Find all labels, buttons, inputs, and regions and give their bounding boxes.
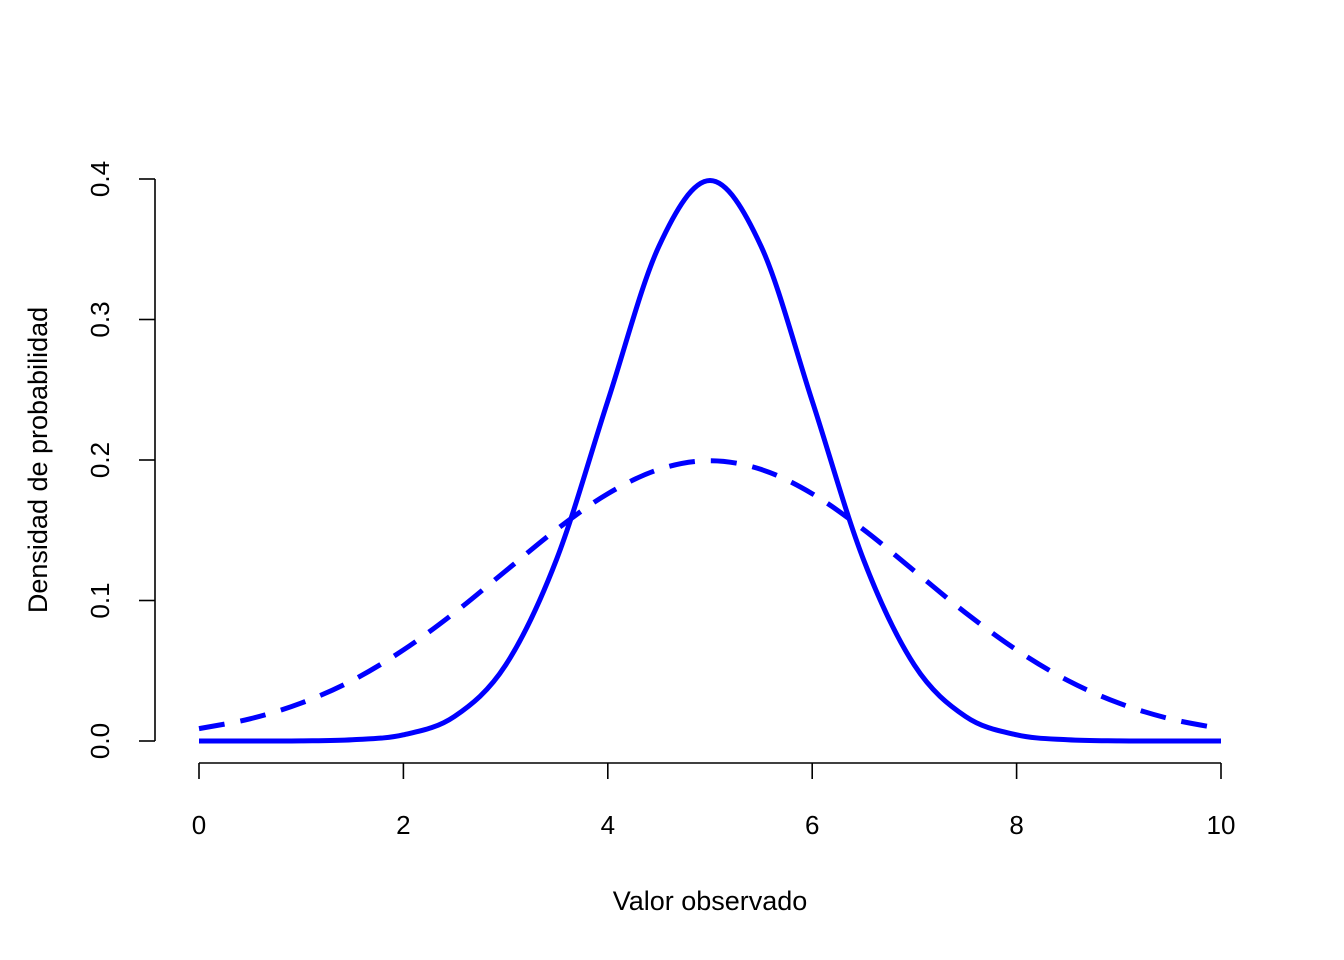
solid-density-curve	[198, 178, 1222, 744]
y-tick-label: 0.4	[85, 161, 115, 197]
x-tick-label: 6	[805, 810, 819, 840]
x-tick-label: 0	[192, 810, 206, 840]
x-tick-label: 4	[601, 810, 615, 840]
y-axis: 0.0 0.1 0.2 0.3 0.4	[85, 161, 156, 759]
x-tick-label: 10	[1207, 810, 1236, 840]
dashed-density-curve	[198, 458, 1222, 732]
y-tick-label: 0.3	[85, 301, 115, 337]
x-tick-label: 8	[1009, 810, 1023, 840]
y-tick-label: 0.1	[85, 582, 115, 618]
y-tick-label: 0.2	[85, 442, 115, 478]
x-axis-title: Valor observado	[613, 886, 808, 916]
x-tick-label: 2	[396, 810, 410, 840]
y-tick-label: 0.0	[85, 723, 115, 759]
series-layer	[198, 178, 1222, 744]
x-axis: 0 2 4 6 8 10	[192, 762, 1236, 840]
y-axis-title: Densidad de probabilidad	[23, 307, 53, 613]
